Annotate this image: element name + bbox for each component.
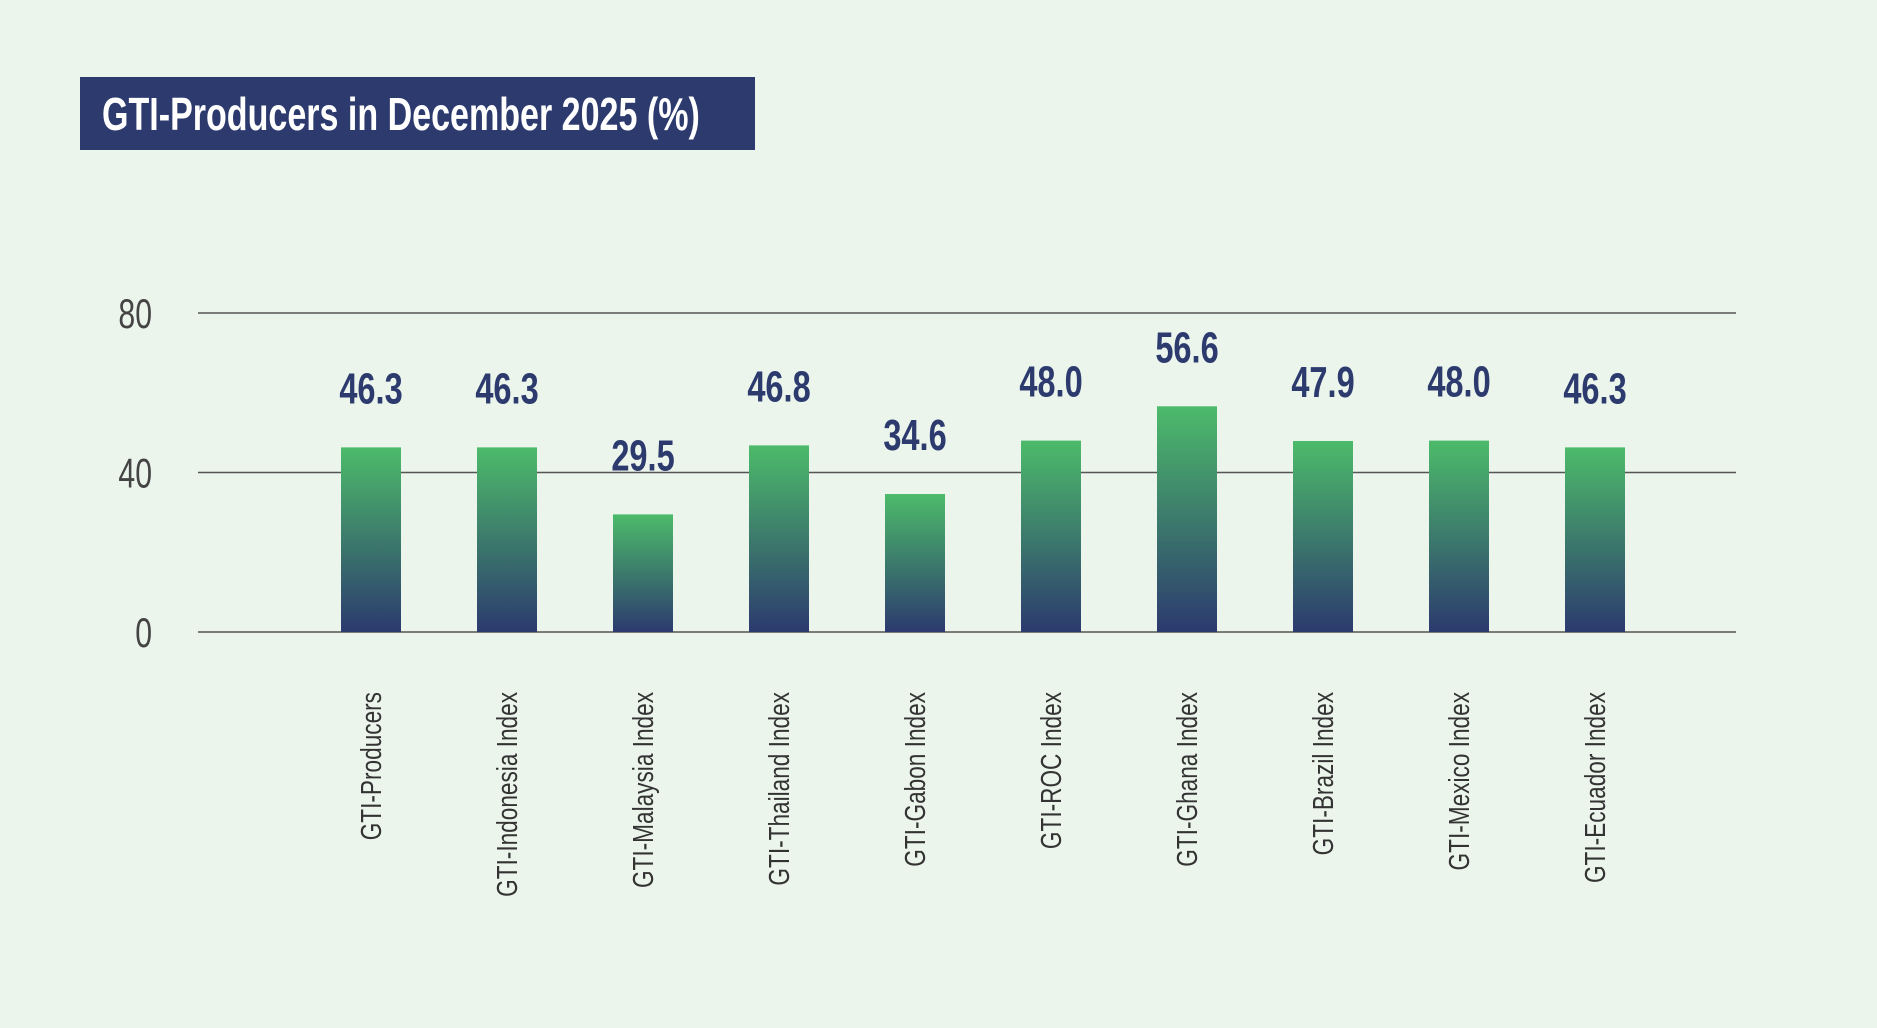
bar: [885, 494, 945, 632]
bars: [341, 406, 1625, 632]
bar: [1157, 406, 1217, 632]
data-label: 34.6: [883, 411, 946, 460]
x-category-label: GTI-Malaysia Index: [626, 692, 659, 888]
x-category-label: GTI-Ecuador Index: [1578, 692, 1611, 883]
data-label: 46.3: [1563, 365, 1626, 414]
y-tick-label: 0: [135, 609, 152, 656]
chart-title: GTI-Producers in December 2025 (%): [102, 88, 700, 140]
bar: [1429, 440, 1489, 632]
x-category-label: GTI-Brazil Index: [1306, 692, 1339, 855]
labels: 0 40 80 46.3 GTI-Producers 46.3 GTI-Indonesia …: [118, 290, 1626, 897]
bar: [1021, 440, 1081, 632]
x-category-label: GTI-Gabon Index: [898, 692, 931, 867]
x-category-label: GTI-ROC Index: [1034, 692, 1067, 849]
bar: [1293, 440, 1353, 632]
x-category-label: GTI-Ghana Index: [1170, 692, 1203, 867]
data-label: 48.0: [1019, 358, 1082, 407]
data-label: 46.8: [747, 363, 810, 412]
bar: [749, 445, 809, 632]
chart-title-box: GTI-Producers in December 2025 (%): [80, 77, 755, 150]
data-label: 48.0: [1427, 358, 1490, 407]
data-label: 46.3: [475, 365, 538, 414]
y-tick-label: 40: [118, 450, 152, 497]
y-tick-label: 80: [118, 290, 152, 337]
bar: [1565, 447, 1625, 632]
x-category-label: GTI-Indonesia Index: [490, 692, 523, 897]
bar: [613, 514, 673, 632]
gridlines: [198, 312, 1736, 633]
data-label: 56.6: [1155, 324, 1218, 373]
data-label: 29.5: [611, 432, 674, 481]
bar: [477, 447, 537, 632]
x-category-label: GTI-Thailand Index: [762, 692, 795, 886]
x-category-label: GTI-Producers: [354, 692, 387, 840]
data-label: 47.9: [1291, 358, 1354, 407]
x-category-label: GTI-Mexico Index: [1442, 692, 1475, 870]
data-label: 46.3: [339, 365, 402, 414]
bar: [341, 447, 401, 632]
